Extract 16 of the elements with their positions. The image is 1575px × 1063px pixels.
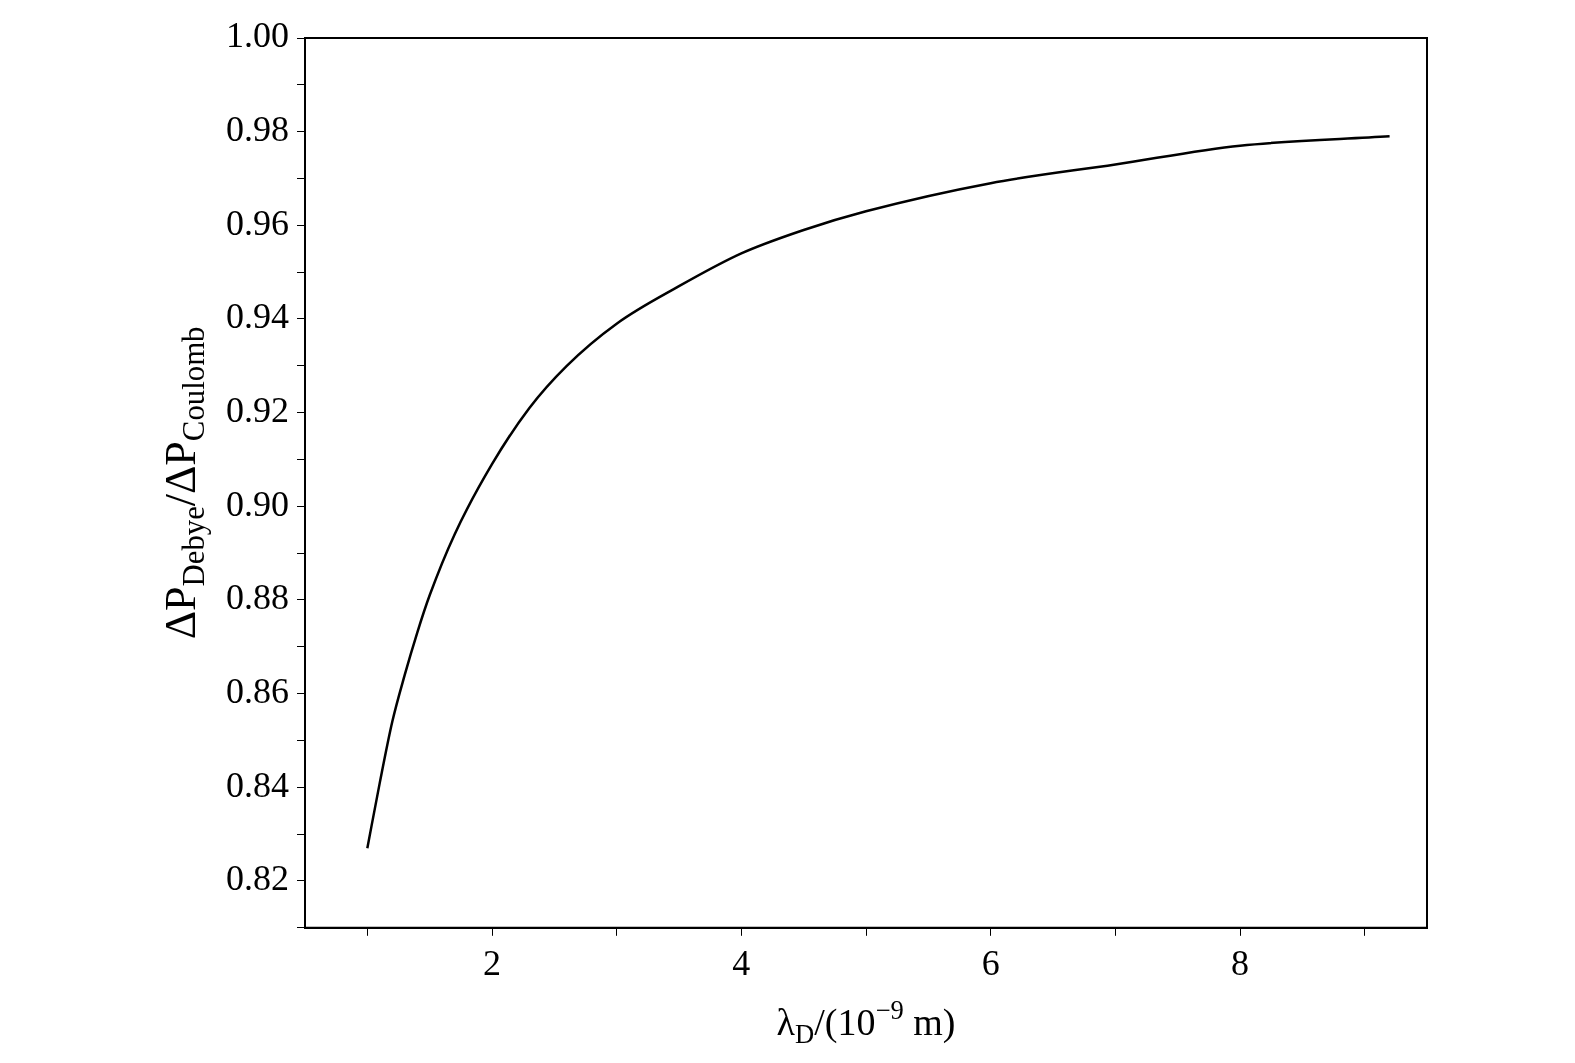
x-tick-label: 2 [483,942,501,983]
y-tick-label: 0.94 [226,296,289,337]
x-tick-label: 4 [732,942,751,983]
y-tick-label: 0.96 [226,202,289,243]
y-tick-label: 0.98 [226,109,289,150]
line-series [366,135,1391,850]
y-tick-label: 0.86 [226,671,289,712]
y-tick-label: 0.90 [226,483,289,524]
y-tick-label: 1.00 [226,15,289,56]
y-tick-label: 0.84 [226,764,289,805]
x-tick-label: 6 [981,942,1000,983]
y-tick-label: 0.82 [226,858,289,899]
y-tick-label: 0.92 [226,390,289,431]
x-tick-label: 8 [1231,942,1249,983]
y-axis-title: ΔPDebye/ΔPCoulomb [155,326,212,640]
y-tick-label: 0.88 [226,577,289,618]
